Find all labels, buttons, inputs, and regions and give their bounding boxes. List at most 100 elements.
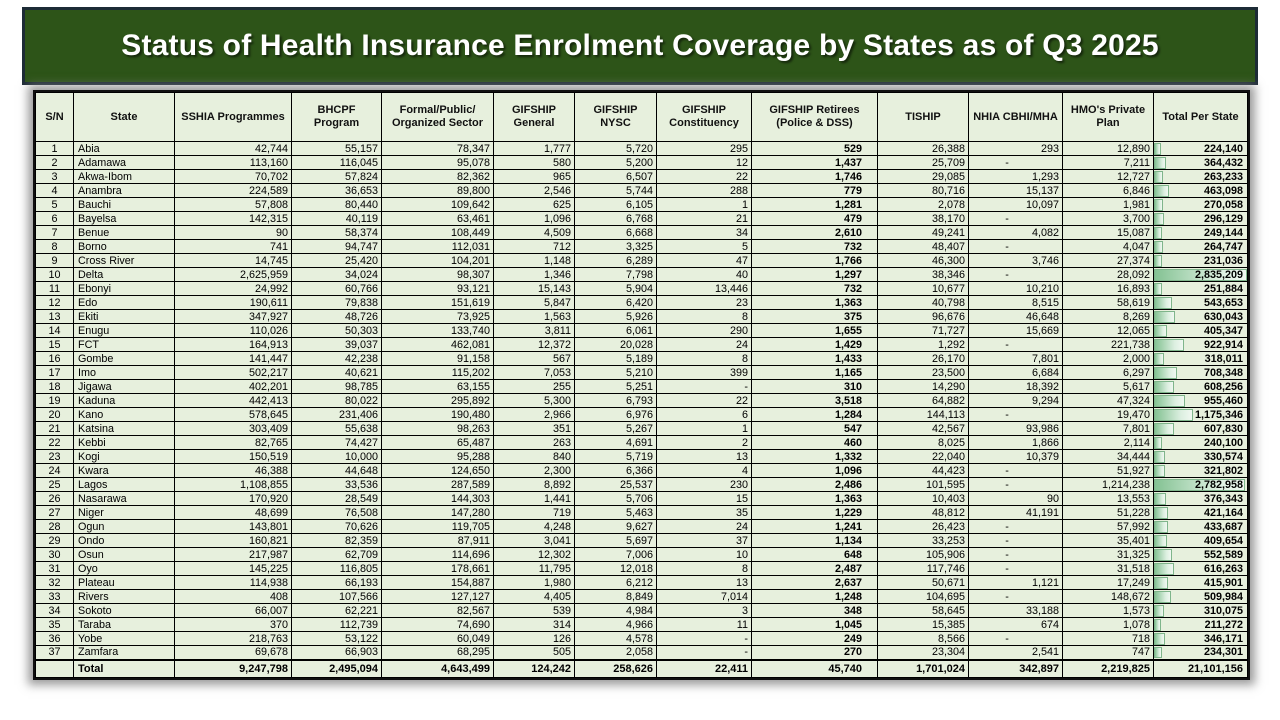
cell-tiship: 96,676 [877, 309, 969, 324]
cell-total-per-state: 922,914 [1153, 337, 1248, 352]
cell-gifship-nysc: 6,768 [574, 211, 657, 226]
cell-gifship-retirees: 1,241 [751, 519, 878, 534]
cell-bhcpf: 116,805 [291, 561, 382, 576]
cell-gifship-general: 1,777 [493, 141, 575, 156]
cell-gifship-retirees: 45,740 [751, 658, 878, 678]
cell-formal-sector: 108,449 [381, 225, 494, 240]
cell-hmo-private-plan: 51,228 [1062, 505, 1154, 520]
cell-sshia: 502,217 [174, 365, 292, 380]
cell-gifship-retirees: 1,297 [751, 267, 878, 282]
cell-bhcpf: 44,648 [291, 463, 382, 478]
cell-gifship-general: 126 [493, 631, 575, 646]
cell-hmo-private-plan: 57,992 [1062, 519, 1154, 534]
cell-gifship-general: 2,546 [493, 183, 575, 198]
cell-bhcpf: 39,037 [291, 337, 382, 352]
cell-gifship-general: 719 [493, 505, 575, 520]
cell-sn: 36 [35, 631, 74, 646]
cell-sshia: 114,938 [174, 575, 292, 590]
cell-formal-sector: 462,081 [381, 337, 494, 352]
cell-bhcpf: 55,157 [291, 141, 382, 156]
cell-sn: 23 [35, 449, 74, 464]
cell-formal-sector: 295,892 [381, 393, 494, 408]
cell-hmo-private-plan: 148,672 [1062, 589, 1154, 604]
cell-tiship: 64,882 [877, 393, 969, 408]
cell-tiship: 22,040 [877, 449, 969, 464]
cell-tiship: 1,701,024 [877, 658, 969, 678]
cell-gifship-retirees: 1,655 [751, 323, 878, 338]
cell-bhcpf: 48,726 [291, 309, 382, 324]
cell-sshia: 218,763 [174, 631, 292, 646]
cell-total-per-state: 409,654 [1153, 533, 1248, 548]
cell-gifship-nysc: 6,420 [574, 295, 657, 310]
cell-sn: 15 [35, 337, 74, 352]
title-banner: Status of Health Insurance Enrolment Cov… [22, 7, 1258, 85]
cell-gifship-constituency: 24 [656, 519, 752, 534]
cell-state: Lagos [73, 477, 175, 492]
cell-gifship-nysc: 9,627 [574, 519, 657, 534]
cell-sshia: 110,026 [174, 323, 292, 338]
cell-gifship-general: 1,148 [493, 253, 575, 268]
cell-sn: 33 [35, 589, 74, 604]
cell-bhcpf: 55,638 [291, 421, 382, 436]
cell-sshia: 113,160 [174, 155, 292, 170]
cell-bhcpf: 50,303 [291, 323, 382, 338]
cell-tiship: 1,292 [877, 337, 969, 352]
cell-nhia-cbhi-mha: 1,293 [968, 169, 1063, 184]
cell-sshia: 82,765 [174, 435, 292, 450]
cell-hmo-private-plan: 28,092 [1062, 267, 1154, 282]
cell-gifship-retirees: 779 [751, 183, 878, 198]
table-row: 7 Benue 90 58,374 108,449 4,509 6,668 34 2,610 49… [35, 225, 1248, 240]
cell-hmo-private-plan: 6,846 [1062, 183, 1154, 198]
cell-state: Borno [73, 239, 175, 254]
total-databar [1154, 436, 1162, 449]
cell-state: Osun [73, 547, 175, 562]
cell-gifship-nysc: 6,289 [574, 253, 657, 268]
cell-formal-sector: 190,480 [381, 407, 494, 422]
cell-gifship-constituency: 8 [656, 309, 752, 324]
table-row: 27 Niger 48,699 76,508 147,280 719 5,463 35 1,22… [35, 505, 1248, 520]
cell-bhcpf: 58,374 [291, 225, 382, 240]
cell-gifship-general: 2,300 [493, 463, 575, 478]
cell-gifship-nysc: 5,697 [574, 533, 657, 548]
cell-sshia: 70,702 [174, 169, 292, 184]
cell-bhcpf: 66,903 [291, 645, 382, 660]
cell-sshia: 2,625,959 [174, 267, 292, 282]
cell-hmo-private-plan: 1,214,238 [1062, 477, 1154, 492]
cell-formal-sector: 78,347 [381, 141, 494, 156]
cell-tiship: 2,078 [877, 197, 969, 212]
cell-gifship-nysc: 6,668 [574, 225, 657, 240]
cell-sshia: 402,201 [174, 379, 292, 394]
cell-bhcpf: 34,024 [291, 267, 382, 282]
total-databar [1154, 464, 1165, 477]
total-databar [1154, 478, 1246, 491]
cell-tiship: 38,346 [877, 267, 969, 282]
cell-total-per-state: 543,653 [1153, 295, 1248, 310]
total-databar [1154, 310, 1175, 323]
cell-hmo-private-plan: 17,249 [1062, 575, 1154, 590]
cell-nhia-cbhi-mha: 6,684 [968, 365, 1063, 380]
cell-gifship-nysc: 5,706 [574, 491, 657, 506]
cell-sn: 8 [35, 239, 74, 254]
cell-gifship-nysc: 7,006 [574, 547, 657, 562]
total-databar [1154, 576, 1168, 589]
cell-nhia-cbhi-mha: - [968, 267, 1063, 282]
total-databar [1154, 590, 1171, 603]
cell-sshia: 141,447 [174, 351, 292, 366]
cell-hmo-private-plan: 13,553 [1062, 491, 1154, 506]
cell-gifship-general: 7,053 [493, 365, 575, 380]
total-row: Total 9,247,798 2,495,094 4,643,499 124,242 2… [35, 658, 1248, 678]
cell-hmo-private-plan: 51,927 [1062, 463, 1154, 478]
cell-bhcpf: 2,495,094 [291, 658, 382, 678]
table-row: 21 Katsina 303,409 55,638 98,263 351 5,267 1 547… [35, 421, 1248, 436]
total-databar [1154, 618, 1161, 631]
cell-state: Total [73, 658, 175, 678]
table-row: 26 Nasarawa 170,920 28,549 144,303 1,441 5,706… [35, 491, 1248, 506]
cell-gifship-nysc: 258,626 [574, 658, 657, 678]
cell-total-per-state: 264,747 [1153, 239, 1248, 254]
cell-gifship-constituency: - [656, 631, 752, 646]
cell-total-per-state: 330,574 [1153, 449, 1248, 464]
cell-hmo-private-plan: 19,470 [1062, 407, 1154, 422]
table-row: 19 Kaduna 442,413 80,022 295,892 5,300 6,793 22… [35, 393, 1248, 408]
total-databar [1154, 338, 1185, 351]
cell-state: Kebbi [73, 435, 175, 450]
